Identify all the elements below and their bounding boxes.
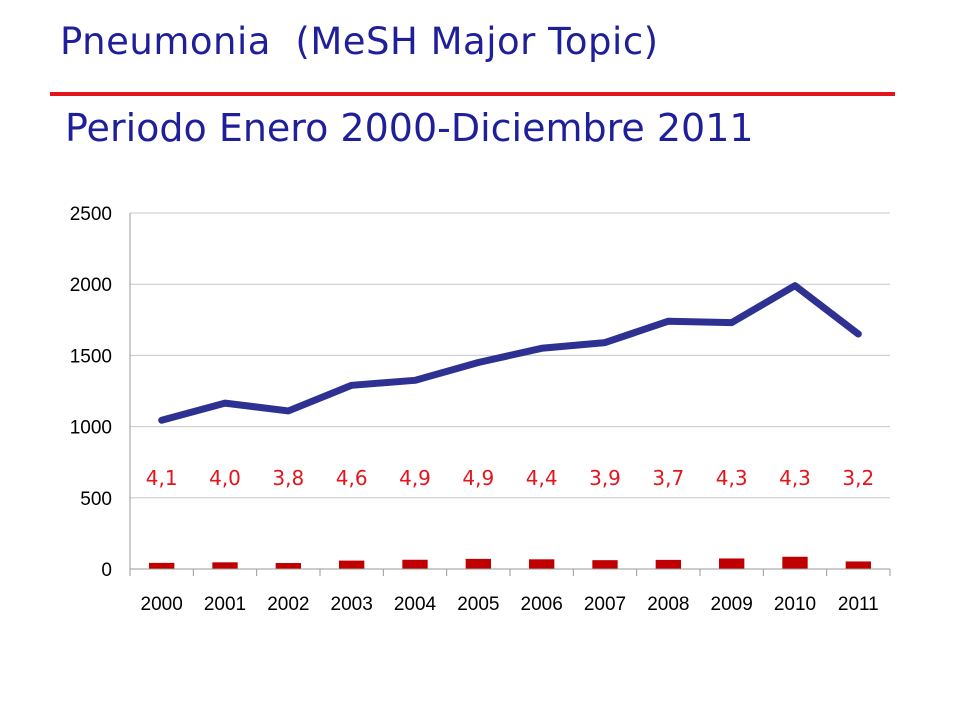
y-tick-label: 1500: [70, 346, 112, 367]
x-tick-label: 2004: [394, 594, 437, 615]
data-annotation: 4,0: [209, 466, 241, 490]
x-tick-label: 2000: [141, 594, 183, 615]
data-annotation: 3,2: [842, 466, 874, 490]
bar: [529, 559, 555, 569]
y-tick-label: 2000: [70, 275, 112, 296]
x-tick-label: 2007: [584, 594, 626, 615]
x-tick-label: 2009: [711, 594, 753, 615]
y-tick-label: 500: [80, 489, 112, 510]
bar: [339, 560, 365, 569]
data-annotation: 4,4: [526, 466, 558, 490]
x-tick-label: 2006: [521, 594, 563, 615]
y-tick-label: 2500: [70, 204, 112, 225]
data-annotation: 4,3: [779, 466, 811, 490]
x-tick-label: 2003: [331, 594, 373, 615]
bar: [402, 559, 428, 569]
data-annotation: 3,9: [589, 466, 621, 490]
x-tick-label: 2008: [647, 594, 689, 615]
bar: [465, 558, 491, 569]
y-tick-label: 0: [101, 560, 112, 581]
x-tick-label: 2010: [774, 594, 816, 615]
chart-subtitle: Periodo Enero 2000-Diciembre 2011: [65, 106, 754, 150]
x-tick-label: 2001: [204, 594, 246, 615]
bar: [719, 558, 745, 569]
bar: [275, 563, 301, 569]
data-annotation: 4,3: [716, 466, 748, 490]
bar: [782, 556, 808, 569]
annotations: 4,1 4,0 3,8 4,6 4,9 4,9 4,4 3,9 3,7 4,3 4,3 3,2: [146, 466, 874, 490]
axes: 0 500 1000 1500 2000 2500 2000 2001 2002 2003 2004…: [70, 204, 891, 615]
data-annotation: 4,9: [399, 466, 431, 490]
bar-series: [149, 556, 871, 569]
x-tick-label: 2002: [267, 594, 309, 615]
bar: [212, 562, 238, 569]
data-annotation: 4,6: [336, 466, 368, 490]
data-annotation: 4,9: [462, 466, 494, 490]
bar: [845, 561, 871, 569]
x-tick-label: 2011: [838, 594, 879, 615]
chart-title: Pneumonia (MeSH Major Topic): [60, 20, 659, 63]
data-annotation: 3,8: [272, 466, 304, 490]
line-series-group: [158, 282, 862, 424]
bar: [149, 562, 175, 569]
title-divider: [50, 92, 895, 96]
y-tick-label: 1000: [70, 418, 112, 439]
bar: [655, 559, 681, 569]
line-series: [158, 282, 862, 424]
bar: [592, 560, 618, 569]
data-annotation: 3,7: [652, 466, 684, 490]
x-tick-label: 2005: [457, 594, 499, 615]
data-annotation: 4,1: [146, 466, 178, 490]
